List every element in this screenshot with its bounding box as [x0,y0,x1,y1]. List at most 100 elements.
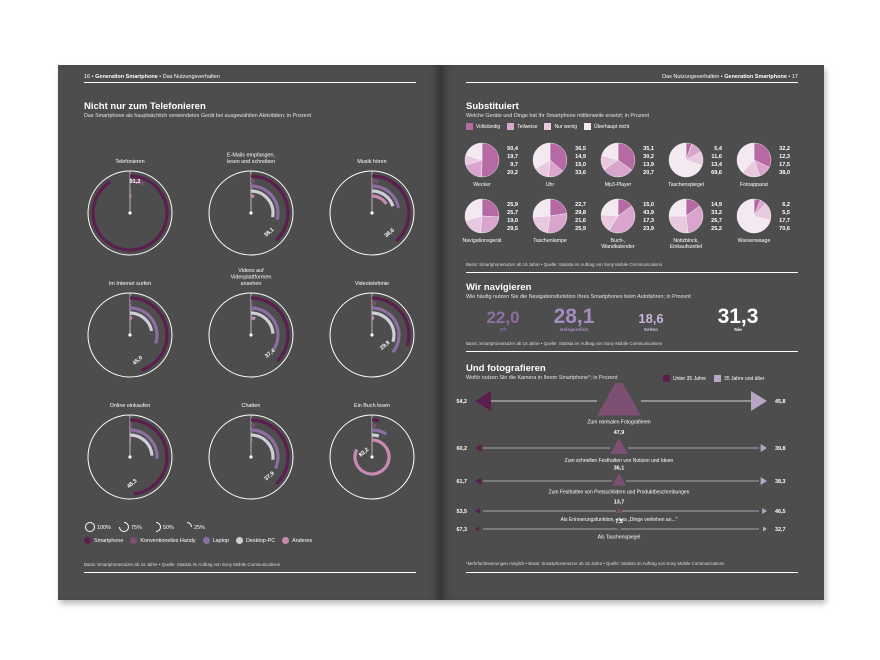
radial-arc [250,433,275,460]
radial-center-dot [370,455,374,459]
over35-value: 38,3 [775,479,786,485]
legend-swatch [544,123,552,130]
pie-label: Wasserwaage [738,238,771,244]
total-value: 36,1 [614,465,625,471]
legend-swatch [507,123,515,130]
total-triangle [616,507,622,513]
source-note: Basis: Smartphonenutzer ab 16 Jahre • Qu… [84,562,281,567]
radial-arc [371,428,388,436]
radial-value: 48,3 [126,478,138,490]
stat-value: 22,0 [486,308,520,327]
pie-label: Taschenspiegel [668,182,704,188]
legend-label: Anderes [292,537,313,544]
radial-center-dot [128,333,132,337]
pie-value: 20,2 [507,170,518,176]
over35-value: 39,8 [775,446,786,452]
radial-arc [129,306,159,344]
radial-chart-grid: Telefonieren 91,2 E-Mails empfangen, lesen … [87,153,415,500]
stat-label: Nie [734,328,742,333]
scale-label: 75% [131,525,142,531]
under35-value: 61,7 [457,479,468,485]
legend-label: 35 Jahre und älter [724,375,765,382]
pie-value: 13,4 [711,162,723,168]
navigieren-subtitle: Wie häufig nutzen Sie die Navigationsfun… [466,294,691,300]
total-value: 7,5 [615,519,623,525]
scale-50-icon [155,522,161,532]
arrow-head-over35 [760,477,767,485]
device-legend: Smartphone Konventionelles Handy Laptop … [84,537,312,544]
radial-arc [250,311,275,334]
radial-chart: Ein Buch lesen 82,2 [329,403,415,500]
legend-swatch [130,537,138,544]
pie-slice [465,142,483,161]
total-triangle [597,383,641,416]
left-header: 16 • Generation Smartphone • Das Nutzung… [84,74,220,80]
header-rule [466,82,798,83]
row-label: Als Erinnerungsfunktion, etwa „Dinge ver… [561,517,678,523]
radial-label: Videotelefonie [355,281,389,287]
row-label: Als Taschenspiegel [598,534,641,540]
radial-arc [371,296,411,347]
legend-item: Nur wenig [544,123,577,130]
radial-center-dot [370,211,374,215]
pie-label: Notizblock, Einkaufszettel [670,238,702,250]
pie-slice [480,215,500,234]
pie-value: 17,7 [779,218,790,224]
radial-arc [129,311,154,332]
pie-value: 43,9 [643,210,654,216]
stat-label: Oft [499,328,507,333]
left-page: 16 • Generation Smartphone • Das Nutzung… [58,65,441,600]
pie-chart-grid: 50,4 19,7 9,7 20,2 Wecker 36,5 14,9 15,0 33,6 Uhr… [463,142,790,250]
pie-chart: 5,4 11,6 13,4 69,6 Taschenspiegel [668,142,723,188]
radial-arc [371,189,395,207]
radial-arc [129,179,145,186]
under35-value: 60,2 [457,446,468,452]
pie-slice [603,159,632,178]
pie-slice [481,142,500,178]
footer-rule [466,572,798,573]
pie-chart: 35,1 30,2 13,9 20,7 Mp3-Player [600,142,654,188]
substituiert-legend: Vollständig Teilweise Nur wenig Überhaup… [466,123,629,130]
pie-value: 14,9 [575,154,586,160]
pie-value: 19,0 [507,218,518,224]
pie-slice [668,198,687,217]
row-label: Zum schnellen Festhalten von Notizen und… [565,458,674,464]
arrow-head-over35 [760,444,767,452]
radial-value: 45,0 [132,355,144,367]
pie-value: 19,7 [507,154,518,160]
pie-label: Uhr [546,182,555,188]
scale-label: 100% [97,525,111,531]
fotografieren-title: Und fotografieren [466,363,546,374]
radial-arc [250,189,275,218]
pie-slice [608,205,636,234]
pie-value: 23,9 [643,226,654,232]
pie-value: 12,3 [779,154,790,160]
scale-label: 50% [163,525,174,531]
radial-arc [129,296,169,372]
radial-arc [129,433,154,456]
right-header: Das Nutzungsverhalten • Generation Smart… [662,74,798,80]
legend-label: Laptop [212,537,230,544]
arrow-head-under35 [475,526,479,532]
radial-arc [250,428,280,470]
radial-value: 29,8 [379,340,391,352]
arrow-head-over35 [763,526,767,532]
stat-value: 31,3 [717,305,759,328]
radial-chart: Online einkaufen 48,3 [87,403,173,500]
radial-value: 38,6 [384,228,396,240]
radial-value: 37,9 [264,471,276,483]
radial-arc [371,418,380,423]
radial-arc [371,179,379,184]
radial-arc [250,316,256,321]
legend-label: Konventionelles Handy [140,537,196,544]
page-number: 17 [791,74,798,80]
radial-center-dot [128,211,132,215]
radial-arc [250,184,280,221]
pie-value: 20,7 [643,170,654,176]
under35-value: 53,5 [457,509,468,515]
legend-swatch [584,123,591,130]
page-number: 16 [84,74,91,80]
pie-value: 15,0 [575,162,586,168]
pie-value: 30,2 [643,154,654,160]
